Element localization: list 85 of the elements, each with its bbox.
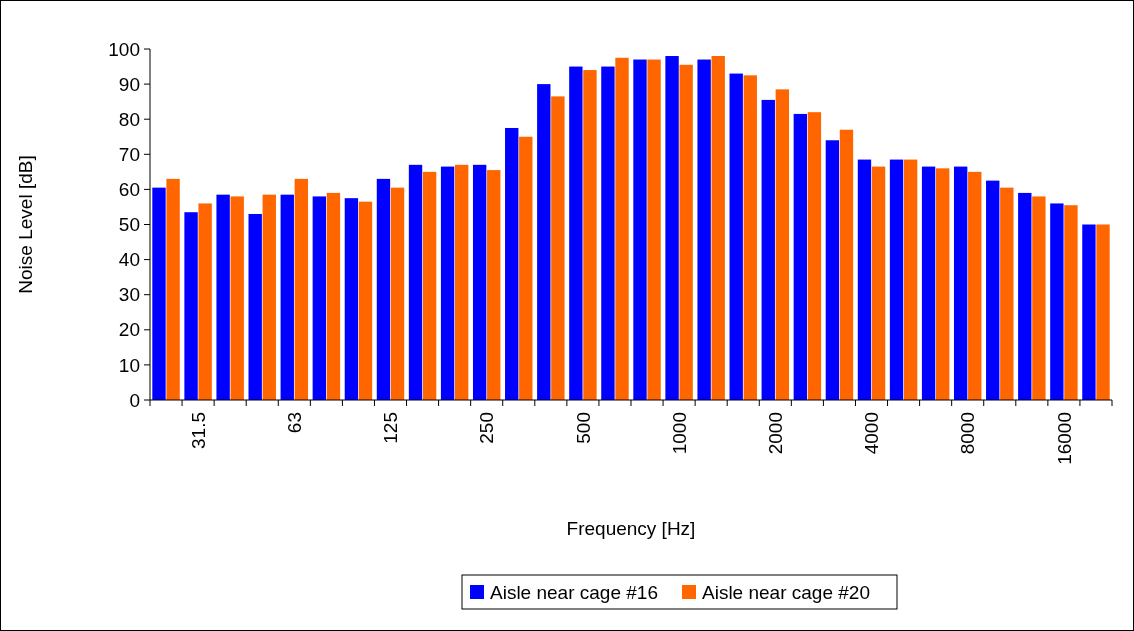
bar [569, 66, 583, 400]
x-tick-label: 125 [380, 412, 402, 444]
bar [454, 164, 469, 400]
bar [326, 192, 341, 400]
bar [166, 178, 180, 400]
bar [665, 56, 679, 400]
bar [647, 59, 661, 400]
bar [1032, 196, 1046, 400]
y-tick-label: 10 [118, 354, 140, 376]
bar [729, 73, 743, 400]
bar [761, 99, 775, 400]
bar [216, 194, 230, 400]
bar [825, 140, 840, 400]
bar [262, 194, 276, 400]
bar [615, 57, 629, 400]
bar [697, 59, 711, 400]
bar [1064, 205, 1078, 400]
bar [519, 136, 533, 400]
y-tick-label: 50 [118, 214, 140, 236]
x-tick-label: 250 [476, 412, 498, 444]
bar [408, 164, 423, 400]
bar [889, 159, 904, 400]
y-axis-title: Noise Level [dB] [15, 155, 36, 294]
bar [184, 212, 198, 400]
bar [1000, 187, 1014, 400]
bar [248, 213, 262, 400]
bar [280, 194, 294, 400]
bar [487, 170, 501, 400]
bar [505, 127, 519, 400]
bar [1018, 192, 1032, 400]
bar [472, 164, 487, 400]
x-tick-label: 2000 [764, 412, 786, 455]
x-tick-label: 16000 [1053, 412, 1075, 465]
bar [871, 166, 886, 400]
bar [230, 196, 244, 400]
bar [537, 84, 551, 400]
bar [968, 171, 982, 400]
bar [839, 129, 854, 400]
bar [601, 66, 615, 400]
bar [807, 112, 822, 400]
x-tick-label: 8000 [957, 412, 979, 455]
legend-label: Aisle near cage #16 [490, 581, 658, 603]
bar [679, 64, 693, 400]
x-tick-label: 31.5 [187, 412, 209, 449]
bar [583, 70, 597, 400]
bar [440, 166, 455, 400]
bar [633, 59, 647, 400]
y-tick-label: 70 [118, 143, 140, 165]
x-tick-label: 63 [283, 412, 305, 434]
bar [152, 187, 166, 400]
bar [422, 171, 437, 400]
bar [344, 198, 359, 400]
y-tick-label: 100 [108, 38, 140, 60]
bar [294, 178, 309, 400]
bar [198, 203, 212, 400]
legend-label: Aisle near cage #20 [702, 581, 870, 603]
bar [551, 96, 565, 400]
bar [793, 113, 808, 400]
x-tick-label: 500 [572, 412, 594, 444]
bar [857, 159, 872, 400]
bar [775, 89, 790, 400]
x-tick-label: 4000 [861, 412, 883, 455]
bar [711, 56, 725, 400]
bar [1096, 224, 1110, 400]
bar [1082, 224, 1096, 400]
bar [312, 196, 327, 400]
y-tick-label: 0 [129, 389, 140, 411]
bar [376, 178, 391, 400]
bar [903, 159, 918, 400]
y-tick-label: 40 [118, 249, 140, 271]
bar [921, 166, 936, 400]
bar [1050, 203, 1064, 400]
y-tick-label: 60 [118, 179, 140, 201]
bar [935, 168, 950, 400]
bar [390, 187, 405, 400]
x-tick-label: 1000 [668, 412, 690, 455]
bar [743, 75, 757, 400]
y-tick-label: 90 [118, 73, 140, 95]
y-tick-label: 20 [118, 319, 140, 341]
y-tick-label: 30 [118, 284, 140, 306]
bar [358, 201, 373, 400]
bar [986, 180, 1000, 400]
x-axis-title: Frequency [Hz] [566, 518, 696, 539]
bar [953, 166, 968, 400]
y-tick-label: 80 [118, 108, 140, 130]
